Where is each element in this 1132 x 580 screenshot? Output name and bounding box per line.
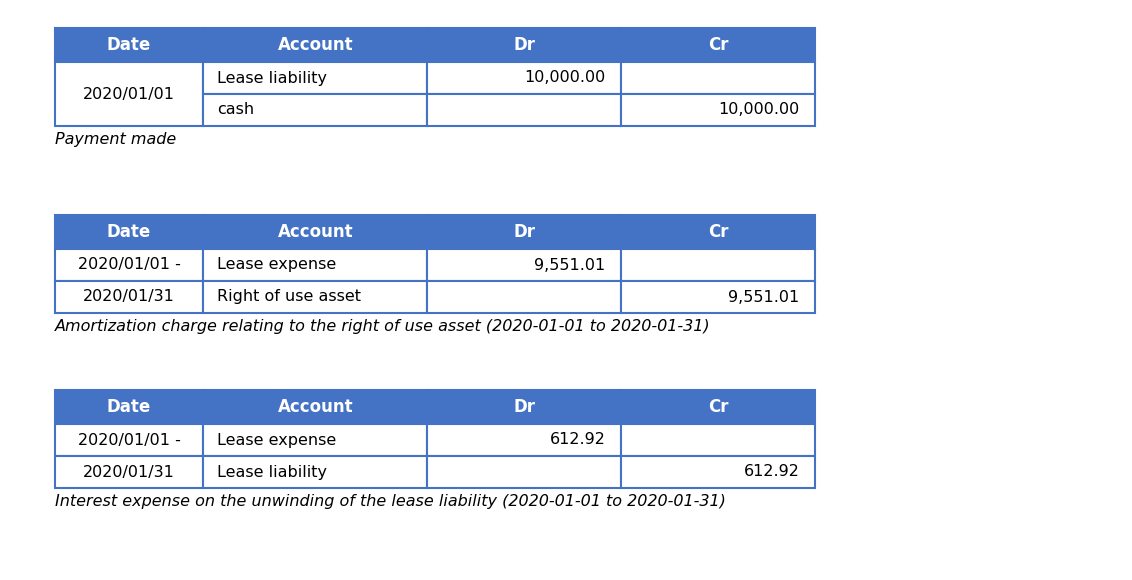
Text: Dr: Dr [513,223,535,241]
Text: 612.92: 612.92 [550,433,606,448]
Text: Dr: Dr [513,398,535,416]
Bar [621,390,815,424]
Bar [55,390,204,424]
Bar [204,215,428,249]
Text: 9,551.01: 9,551.01 [728,289,799,304]
Text: Account: Account [277,223,353,241]
Text: Right of use asset: Right of use asset [216,289,361,304]
Text: 2020/01/01: 2020/01/01 [83,86,175,102]
Bar [204,94,428,126]
Text: Cr: Cr [708,36,728,54]
Bar [621,94,815,126]
Bar [204,28,428,62]
Text: 2020/01/01 -: 2020/01/01 - [78,258,180,273]
Bar [428,62,621,94]
Text: 9,551.01: 9,551.01 [534,258,606,273]
Text: Date: Date [108,36,152,54]
Text: Lease liability: Lease liability [216,71,327,85]
Bar [621,424,815,456]
Bar [204,456,428,488]
Bar [621,456,815,488]
Bar [621,249,815,281]
Text: Cr: Cr [708,223,728,241]
Text: 10,000.00: 10,000.00 [524,71,606,85]
Bar [204,62,428,94]
Bar [428,28,621,62]
Text: Lease liability: Lease liability [216,465,327,480]
Bar [204,424,428,456]
Bar [204,281,428,313]
Text: Account: Account [277,36,353,54]
Bar [55,28,204,62]
Bar [428,424,621,456]
Text: 2020/01/01 -: 2020/01/01 - [78,433,180,448]
Text: Lease expense: Lease expense [216,258,336,273]
Bar [621,215,815,249]
Bar [428,249,621,281]
Bar [428,215,621,249]
Text: 612.92: 612.92 [744,465,799,480]
Bar [428,281,621,313]
Text: 10,000.00: 10,000.00 [718,103,799,118]
Text: Amortization charge relating to the right of use asset (2020-01-01 to 2020-01-31: Amortization charge relating to the righ… [55,319,711,334]
Bar [204,390,428,424]
Bar [55,281,204,313]
Text: Cr: Cr [708,398,728,416]
Bar [621,28,815,62]
Text: cash: cash [216,103,254,118]
Bar [204,249,428,281]
Bar [55,249,204,281]
Bar [428,456,621,488]
Text: Dr: Dr [513,36,535,54]
Bar [428,390,621,424]
Bar [621,281,815,313]
Text: Date: Date [108,223,152,241]
Bar [428,94,621,126]
Bar [55,424,204,456]
Text: Lease expense: Lease expense [216,433,336,448]
Text: Account: Account [277,398,353,416]
Text: Payment made: Payment made [55,132,177,147]
Text: Interest expense on the unwinding of the lease liability (2020-01-01 to 2020-01-: Interest expense on the unwinding of the… [55,494,726,509]
Bar [55,456,204,488]
Text: 2020/01/31: 2020/01/31 [83,289,175,304]
Text: Date: Date [108,398,152,416]
Bar [621,62,815,94]
Bar [55,215,204,249]
Text: 2020/01/31: 2020/01/31 [83,465,175,480]
Bar [55,62,204,126]
